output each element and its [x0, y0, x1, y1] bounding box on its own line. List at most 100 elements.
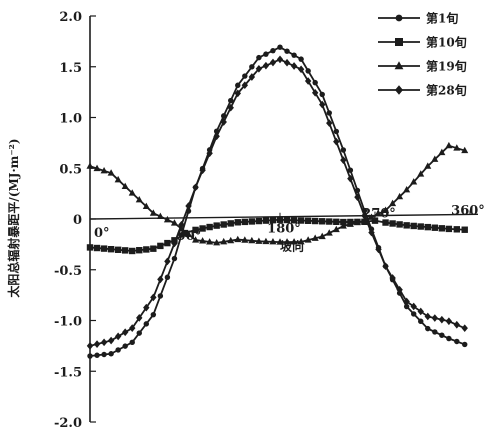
- data-point: [87, 353, 93, 359]
- data-point: [262, 61, 270, 70]
- data-point: [431, 314, 439, 322]
- data-point: [326, 110, 332, 116]
- data-point: [94, 352, 100, 358]
- data-point: [249, 64, 255, 70]
- data-point: [432, 329, 438, 335]
- data-point: [142, 202, 150, 210]
- data-point: [319, 91, 325, 98]
- y-tick-label: 1.0: [59, 112, 82, 127]
- data-point: [149, 209, 157, 216]
- data-point: [382, 206, 390, 213]
- data-point: [136, 247, 143, 254]
- data-point: [431, 155, 439, 162]
- legend-label: 第10旬: [426, 35, 467, 50]
- data-point: [269, 216, 277, 224]
- data-point: [284, 48, 290, 54]
- data-point: [389, 274, 396, 282]
- y-tick-label: -1.5: [54, 365, 82, 380]
- data-point: [93, 244, 101, 252]
- data-point: [438, 225, 446, 232]
- data-point: [129, 339, 135, 346]
- data-point: [304, 217, 312, 224]
- data-point: [425, 325, 431, 332]
- data-point: [340, 218, 347, 226]
- data-point: [361, 211, 368, 220]
- data-point: [227, 236, 235, 244]
- data-point: [311, 88, 319, 97]
- data-point: [170, 219, 178, 226]
- data-point: [319, 100, 326, 109]
- data-point: [248, 236, 256, 244]
- data-point: [86, 342, 94, 350]
- data-point: [262, 237, 270, 245]
- data-point: [241, 236, 249, 243]
- data-point: [93, 164, 101, 172]
- data-point: [101, 351, 107, 358]
- data-point: [199, 225, 206, 232]
- data-point: [107, 245, 115, 253]
- data-point: [100, 166, 108, 174]
- data-point: [454, 338, 460, 345]
- y-tick-label: 0.5: [59, 162, 82, 177]
- data-point: [382, 262, 389, 271]
- data-point: [136, 330, 142, 336]
- data-point: [410, 302, 417, 311]
- y-tick-label: -1.0: [54, 315, 82, 330]
- data-point: [290, 238, 298, 245]
- legend-marker: [394, 61, 404, 70]
- data-point: [333, 128, 340, 135]
- data-point: [156, 212, 164, 220]
- data-point: [339, 222, 347, 229]
- data-point: [256, 54, 262, 61]
- data-point: [318, 232, 326, 240]
- data-point: [346, 220, 354, 227]
- data-point: [417, 170, 425, 177]
- data-point: [367, 213, 376, 220]
- data-point: [424, 312, 431, 321]
- data-point: [114, 246, 122, 253]
- data-point: [410, 222, 417, 230]
- data-point: [269, 58, 277, 67]
- data-point: [220, 221, 227, 228]
- data-point: [326, 218, 333, 225]
- data-point: [371, 217, 379, 224]
- data-point: [100, 338, 108, 347]
- data-point: [108, 351, 114, 357]
- legend-marker: [395, 38, 403, 46]
- data-point: [248, 73, 256, 81]
- x-tick-label: 180°: [267, 222, 301, 237]
- data-point: [403, 297, 410, 306]
- data-point: [417, 307, 424, 316]
- data-point: [396, 221, 403, 228]
- data-point: [178, 220, 185, 229]
- plot-area: [86, 44, 469, 359]
- data-point: [206, 149, 213, 158]
- data-point: [277, 44, 283, 50]
- y-axis-ticks: 2.0 1.5 1.0 0.5 0 -0.5 -1.0 -1.5 -2.0: [54, 10, 96, 430]
- data-point: [157, 242, 164, 250]
- data-point: [304, 77, 312, 85]
- legend-item: 第19旬: [378, 59, 467, 74]
- data-point: [290, 62, 298, 70]
- data-point: [121, 247, 129, 254]
- data-point: [290, 217, 298, 224]
- data-point: [234, 235, 242, 243]
- data-point: [410, 311, 417, 317]
- data-point: [304, 236, 312, 243]
- data-point: [298, 56, 304, 62]
- data-point: [263, 51, 269, 57]
- y-tick-label: -2.0: [54, 416, 82, 430]
- data-point: [312, 79, 318, 86]
- data-point: [143, 303, 150, 312]
- data-point: [121, 328, 129, 337]
- data-point: [213, 239, 221, 246]
- data-point: [291, 52, 297, 58]
- data-point: [389, 199, 397, 207]
- data-point: [242, 73, 248, 79]
- data-point: [213, 132, 220, 141]
- data-point: [461, 324, 468, 333]
- data-point: [115, 347, 121, 353]
- data-point: [163, 215, 171, 223]
- data-point: [143, 246, 150, 253]
- data-point: [107, 169, 115, 176]
